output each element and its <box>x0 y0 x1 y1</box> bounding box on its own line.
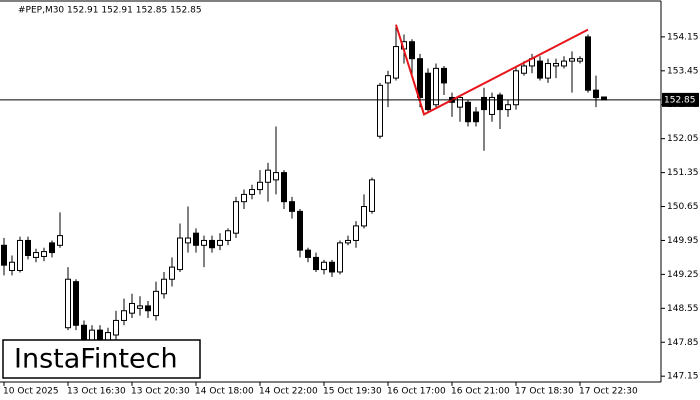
plot: 147.15 147.85 148.55 149.25 149.95 150.65 151.… <box>1 24 699 397</box>
candle-body <box>73 281 79 326</box>
candle-body <box>513 70 519 106</box>
candle-body <box>593 89 599 98</box>
candle-body <box>249 189 255 195</box>
y-tick-label: 147.85 <box>667 338 699 348</box>
candle-body <box>33 252 39 258</box>
candle-body <box>25 239 31 256</box>
candle-body <box>9 261 15 272</box>
x-tick-label: 13 Oct 20:30 <box>131 387 190 397</box>
candle-body <box>369 179 375 212</box>
candle-body <box>337 242 343 273</box>
candle-body <box>433 67 439 106</box>
candle-body <box>441 67 447 84</box>
candle-body <box>265 169 271 183</box>
candle-body <box>177 237 183 271</box>
candle-body <box>169 266 175 280</box>
candle-body <box>273 172 279 181</box>
candle-body <box>417 58 423 98</box>
candle-body <box>561 60 567 67</box>
candle-body <box>137 305 143 309</box>
candle-body <box>473 111 479 123</box>
candle-body <box>297 210 303 251</box>
candle-body <box>489 96 495 115</box>
overlay: 152.85 <box>0 24 699 116</box>
candle-body <box>145 305 151 312</box>
y-tick-label: 151.35 <box>667 168 699 178</box>
x-tick-label: 13 Oct 16:30 <box>67 387 126 397</box>
candle-body <box>585 36 591 91</box>
candle-body <box>521 65 527 74</box>
y-tick-label: 154.15 <box>667 32 699 42</box>
candle-body <box>385 75 391 84</box>
candle-body <box>345 239 351 244</box>
candle-body <box>465 101 471 123</box>
candle-body <box>553 63 559 67</box>
candle-body <box>161 278 167 295</box>
candle-body <box>313 256 319 271</box>
candle-body <box>113 319 119 336</box>
candle-body <box>217 239 223 246</box>
candle-body <box>545 63 551 79</box>
candle-body <box>1 244 7 266</box>
candle-body <box>121 310 127 321</box>
candle-body <box>41 251 47 257</box>
candle-body <box>225 230 231 241</box>
candle-body <box>377 84 383 137</box>
candle-body <box>153 290 159 317</box>
pattern-line <box>395 24 589 116</box>
y-tick-label: 153.45 <box>667 66 699 76</box>
candle-body <box>321 261 327 271</box>
watermark: InstaFintech <box>14 344 178 375</box>
candle-body <box>201 239 207 246</box>
candle-body <box>425 72 431 111</box>
current-price-box <box>662 92 699 107</box>
candle-body <box>305 249 311 258</box>
candle-body <box>361 206 367 227</box>
candle-body <box>537 60 543 79</box>
x-tick-label: 17 Oct 22:30 <box>579 387 638 397</box>
candle-body <box>569 58 575 62</box>
candle-body <box>57 235 63 246</box>
x-tick-label: 10 Oct 2025 <box>3 387 59 397</box>
candle-body <box>505 104 511 111</box>
y-tick-label: 149.95 <box>667 236 699 246</box>
x-tick-label: 15 Oct 19:30 <box>323 387 382 397</box>
candle-body <box>257 181 263 191</box>
candle-body <box>49 242 55 254</box>
candle-body <box>281 172 287 203</box>
candle-body <box>185 237 191 244</box>
chart-title: #PEP,M30 152.91 152.91 152.85 152.85 <box>18 6 202 16</box>
watermark-box <box>2 339 201 379</box>
candle-body <box>409 41 415 60</box>
candle-body <box>129 302 135 314</box>
candle-body <box>577 58 583 62</box>
candle-body <box>353 225 359 241</box>
y-tick-label: 152.05 <box>667 134 699 144</box>
x-tick-label: 14 Oct 22:00 <box>259 387 318 397</box>
x-tick-label: 16 Oct 21:00 <box>451 387 510 397</box>
candle-body <box>233 201 239 234</box>
candle-body <box>457 96 463 108</box>
y-tick-label: 150.65 <box>667 202 699 212</box>
candle-body <box>65 278 71 329</box>
candle-body <box>329 261 335 273</box>
candle-body <box>497 94 503 111</box>
candle-body <box>289 201 295 212</box>
candle-body <box>17 239 23 272</box>
y-tick-label: 147.15 <box>667 372 699 382</box>
x-tick-label: 17 Oct 18:30 <box>515 387 574 397</box>
candle-body <box>209 239 215 249</box>
candle-body <box>393 46 399 79</box>
current-price-label: 152.85 <box>664 95 696 105</box>
candle-body <box>193 232 199 246</box>
candle-body <box>481 96 487 111</box>
y-tick-label: 148.55 <box>667 304 699 314</box>
x-tick-label: 14 Oct 18:00 <box>195 387 254 397</box>
y-tick-label: 149.25 <box>667 270 699 280</box>
x-tick-label: 16 Oct 17:00 <box>387 387 446 397</box>
candle-body <box>241 193 247 203</box>
